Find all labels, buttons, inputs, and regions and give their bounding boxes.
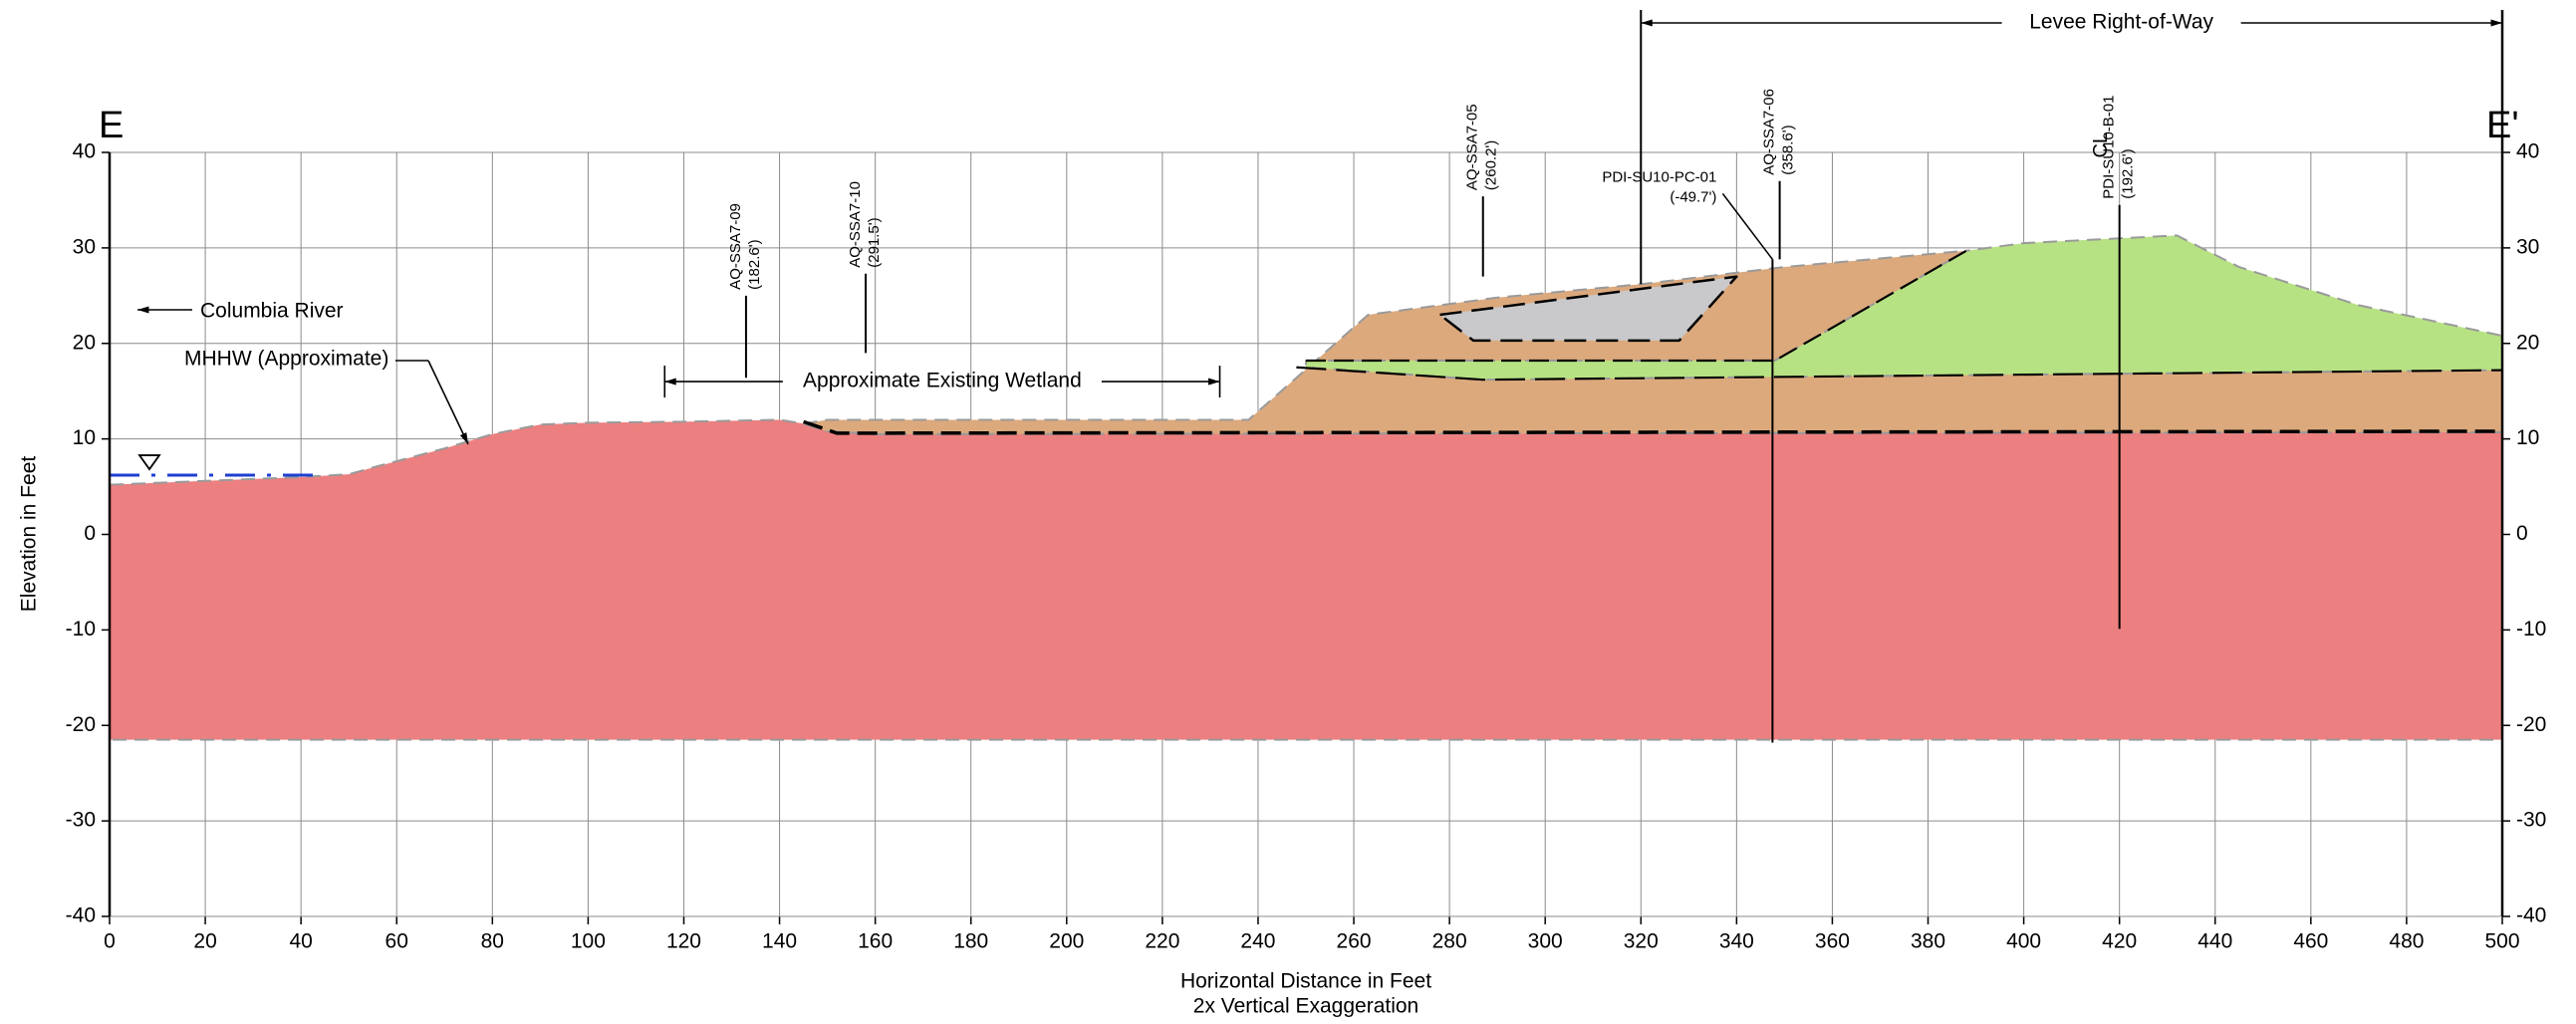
row-label: Levee Right-of-Way: [2029, 11, 2213, 34]
boring-depth: (260.2'): [1483, 140, 1500, 190]
x-tick-label: 100: [571, 930, 606, 953]
y-tick-label: -30: [2516, 809, 2546, 832]
arrow-line: [428, 361, 468, 444]
y-tick-label: -10: [2516, 618, 2546, 640]
boring-label: AQ-SSA7-09: [727, 203, 744, 290]
x-tick-label: 400: [2006, 930, 2041, 953]
y-tick-label: -10: [66, 618, 96, 640]
y-tick-label: 40: [73, 140, 96, 163]
centerline-label: CL: [2090, 132, 2112, 158]
arrow-head: [2491, 19, 2502, 26]
y-tick-label: -30: [66, 809, 96, 832]
y-tick-label: -20: [66, 713, 96, 736]
y-tick-label: -40: [66, 904, 96, 927]
soil-layer: [110, 419, 2502, 739]
arrow-head: [1208, 379, 1219, 385]
chart: E E' Elevation in Feet Horizontal Distan…: [0, 0, 2576, 1024]
x-tick-label: 120: [666, 930, 701, 953]
boring-label: AQ-SSA7-06: [1761, 89, 1778, 175]
arrow-head: [664, 379, 675, 385]
x-tick-label: 240: [1240, 930, 1275, 953]
x-tick-label: 440: [2197, 930, 2232, 953]
boring-depth: (192.6'): [2120, 148, 2137, 198]
water-symbol: [139, 455, 159, 469]
x-tick-label: 420: [2102, 930, 2137, 953]
y-tick-label: -40: [2516, 904, 2546, 927]
x-tick-label: 60: [386, 930, 408, 953]
x-tick-label: 160: [858, 930, 893, 953]
x-tick-label: 0: [104, 930, 116, 953]
boring-depth: (358.6'): [1780, 125, 1797, 174]
y-tick-label: -20: [2516, 713, 2546, 736]
boring-depth: (182.6'): [746, 239, 763, 289]
y-tick-label: 40: [2516, 140, 2539, 163]
x-tick-label: 140: [762, 930, 797, 953]
y-tick-label: 10: [2516, 426, 2539, 449]
x-tick-label: 480: [2389, 930, 2424, 953]
y-tick-label: 10: [73, 426, 96, 449]
x-axis-note: 2x Vertical Exaggeration: [1193, 995, 1418, 1018]
x-tick-label: 320: [1624, 930, 1659, 953]
y-tick-label: 20: [73, 331, 96, 354]
boring-depth: (291.5'): [866, 217, 883, 267]
x-tick-label: 460: [2293, 930, 2328, 953]
y-tick-label: 30: [73, 235, 96, 258]
boring-label: PDI-SU10-PC-01: [1602, 168, 1716, 185]
y-tick-label: 20: [2516, 331, 2539, 354]
x-tick-label: 20: [193, 930, 216, 953]
boring-label: AQ-SSA7-10: [847, 181, 864, 268]
x-tick-label: 500: [2484, 930, 2519, 953]
x-tick-label: 340: [1719, 930, 1754, 953]
boring-leader: [1722, 193, 1772, 259]
x-tick-label: 380: [1911, 930, 1945, 953]
mhhw-label: MHHW (Approximate): [184, 348, 388, 371]
x-tick-label: 280: [1432, 930, 1467, 953]
x-tick-label: 80: [481, 930, 504, 953]
x-tick-label: 180: [953, 930, 988, 953]
x-tick-label: 300: [1528, 930, 1563, 953]
x-tick-label: 40: [289, 930, 312, 953]
boring-label: AQ-SSA7-05: [1464, 104, 1481, 190]
y-tick-label: 0: [84, 522, 96, 545]
y-tick-label: 30: [2516, 235, 2539, 258]
x-tick-label: 260: [1337, 930, 1372, 953]
x-tick-label: 220: [1145, 930, 1179, 953]
y-axis-label: Elevation in Feet: [18, 456, 41, 613]
boring-depth: (-49.7'): [1670, 188, 1716, 205]
x-tick-label: 200: [1049, 930, 1084, 953]
arrow-head: [137, 306, 148, 313]
y-tick-label: 0: [2516, 522, 2528, 545]
wetland-label: Approximate Existing Wetland: [803, 370, 1082, 392]
arrow-head: [1641, 19, 1652, 26]
x-tick-label: 360: [1815, 930, 1850, 953]
section-start: E: [99, 105, 124, 146]
x-axis-label: Horizontal Distance in Feet: [1180, 970, 1431, 993]
river-label: Columbia River: [200, 300, 344, 323]
